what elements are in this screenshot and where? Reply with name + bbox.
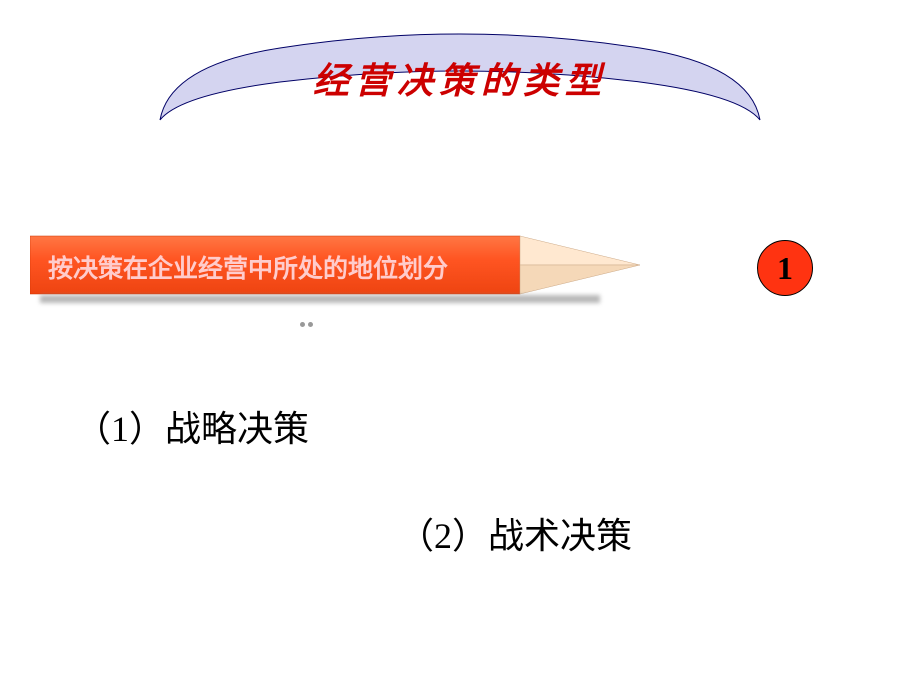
list-item-2: （2）战术决策 (398, 507, 632, 559)
pencil-tip-upper (520, 236, 640, 265)
section-number: 1 (777, 250, 793, 287)
list-item-1: （1）战略决策 (75, 400, 309, 452)
section-number-circle: 1 (757, 240, 813, 296)
page-indicator (300, 322, 313, 327)
pencil-shadow (40, 295, 600, 303)
pencil-label: 按决策在企业经营中所处的地位划分 (48, 249, 448, 285)
indicator-dot (308, 322, 313, 327)
pencil-tip-lower (520, 265, 640, 294)
pencil-bar: 按决策在企业经营中所处的地位划分 (30, 235, 640, 300)
banner-title-text: 经营决策的类型 (313, 52, 607, 104)
indicator-dot (300, 322, 305, 327)
